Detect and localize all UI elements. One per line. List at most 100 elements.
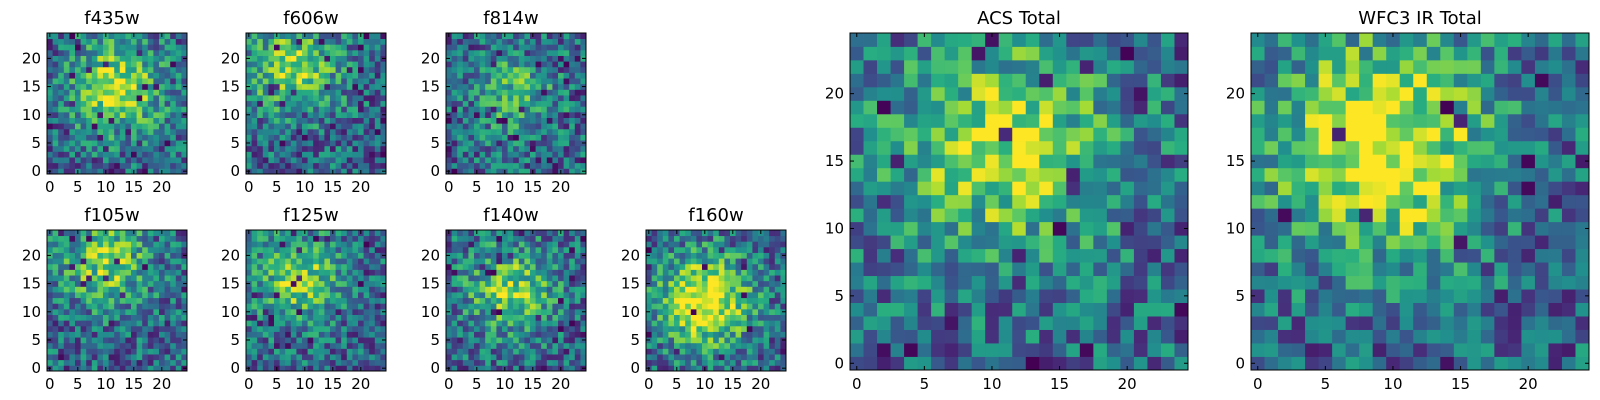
heatmap-cell [474, 106, 480, 113]
heatmap-cell [457, 72, 464, 79]
heatmap-cell [530, 246, 536, 253]
heatmap-cell [530, 325, 536, 332]
heatmap-cell [341, 359, 348, 366]
heatmap-cell [752, 263, 759, 270]
heatmap-cell [569, 241, 576, 248]
heatmap-cell [75, 49, 81, 56]
heatmap-cell [164, 66, 171, 73]
heatmap-cell [125, 246, 132, 253]
heatmap-cell [125, 128, 132, 135]
heatmap-cell [741, 354, 748, 361]
heatmap-cell [513, 134, 520, 141]
heatmap-cell [563, 83, 570, 90]
heatmap-cell [352, 100, 359, 107]
heatmap-cell [1147, 248, 1162, 263]
heatmap-cell [971, 235, 986, 250]
heatmap-cell [279, 106, 286, 113]
heatmap-cell [131, 348, 137, 355]
heatmap-cell [741, 258, 748, 265]
heatmap-cell [296, 342, 303, 349]
heatmap-cell [569, 134, 576, 141]
heatmap-cell [780, 269, 787, 276]
heatmap-cell [80, 241, 87, 248]
heatmap-cell [290, 78, 297, 85]
heatmap-cell [724, 308, 731, 315]
heatmap-cell [86, 100, 93, 107]
heatmap-cell [358, 342, 364, 349]
heatmap-cell [147, 365, 154, 372]
heatmap-cell [518, 354, 525, 361]
heatmap-cell [502, 117, 508, 124]
heatmap-cell [713, 230, 720, 237]
heatmap-cell [850, 289, 864, 303]
y-tick-label: 0 [31, 162, 41, 180]
heatmap-cell [998, 194, 1013, 209]
heatmap-cell [125, 83, 132, 90]
heatmap-cell [279, 354, 286, 361]
heatmap-cell [702, 275, 708, 282]
heatmap-cell [563, 140, 570, 147]
heatmap-cell [490, 348, 497, 355]
heatmap-cell [1066, 356, 1081, 371]
heatmap-cell [279, 258, 286, 265]
heatmap-cell [374, 55, 381, 62]
heatmap-cell [274, 246, 280, 253]
heatmap-cell [541, 230, 548, 237]
heatmap-cell [352, 44, 359, 51]
heatmap-cell [780, 314, 787, 321]
heatmap-cell [246, 331, 252, 338]
heatmap-cell [119, 168, 126, 175]
heatmap-cell [246, 89, 252, 96]
heatmap-cell [563, 320, 570, 327]
heatmap-cell [657, 280, 664, 287]
heatmap-cell [657, 275, 664, 282]
heatmap-cell [546, 331, 553, 338]
heatmap-cell [552, 297, 559, 304]
heatmap-cell [262, 49, 269, 56]
heatmap-cell [58, 44, 65, 51]
heatmap-cell [1133, 275, 1148, 290]
heatmap-cell [58, 342, 65, 349]
heatmap-cell [563, 286, 570, 293]
heatmap-cell [103, 145, 109, 152]
heatmap-cell [268, 230, 275, 237]
heatmap-cell [142, 157, 149, 164]
heatmap-cell [131, 235, 137, 242]
heatmap-cell [507, 314, 514, 321]
heatmap-cell [335, 303, 342, 310]
heatmap-cell [780, 241, 787, 248]
heatmap-cell [763, 297, 770, 304]
heatmap-cell [971, 167, 986, 182]
heatmap-cell [780, 258, 787, 265]
heatmap-cell [468, 106, 475, 113]
heatmap-cell [735, 337, 742, 344]
heatmap-cell [363, 365, 370, 372]
heatmap-cell [164, 78, 171, 85]
heatmap-cell [86, 286, 93, 293]
heatmap-cell [313, 297, 320, 304]
heatmap-cell [758, 314, 764, 321]
heatmap-cell [58, 337, 65, 344]
heatmap-cell [153, 235, 160, 242]
heatmap-cell [363, 314, 370, 321]
heatmap-cell [108, 337, 115, 344]
heatmap-cell [290, 111, 297, 118]
heatmap-cell [268, 325, 275, 332]
heatmap-cell [485, 111, 492, 118]
heatmap-cell [147, 145, 154, 152]
heatmap-cell [164, 106, 171, 113]
heatmap-cell [563, 308, 570, 315]
heatmap-cell [318, 286, 325, 293]
heatmap-cell [58, 252, 65, 259]
heatmap-cell [330, 72, 336, 79]
heatmap-cell [296, 78, 303, 85]
heatmap-cell [341, 117, 348, 124]
y-tick-label: 5 [230, 134, 240, 152]
heatmap-cell [97, 95, 104, 102]
heatmap-cell [574, 44, 581, 51]
heatmap-cell [330, 145, 336, 152]
heatmap-cell [103, 303, 109, 310]
heatmap-cell [763, 314, 770, 321]
heatmap-cell [119, 297, 126, 304]
